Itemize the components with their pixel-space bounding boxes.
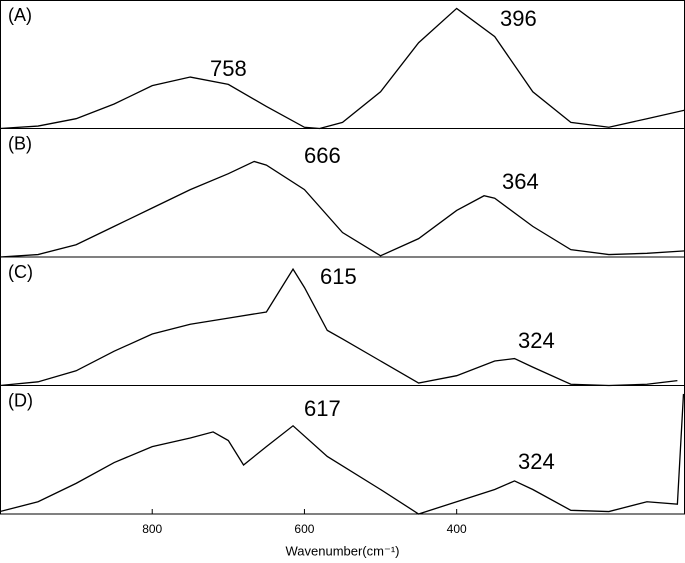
- spectrum-line: [0, 7, 685, 130]
- x-axis-label: Wavenumber(cm⁻¹): [285, 543, 399, 558]
- panel-label: (A): [8, 5, 32, 25]
- panel-label: (D): [8, 390, 33, 410]
- peak-label: 617: [304, 396, 341, 421]
- peak-label: 666: [304, 143, 341, 168]
- peak-label: 396: [500, 6, 537, 31]
- spectrum-line: [0, 393, 685, 515]
- peak-label: 758: [210, 56, 247, 81]
- spectrum-line: [0, 160, 685, 258]
- panel-label: (C): [8, 262, 33, 282]
- peak-label: 615: [320, 264, 357, 289]
- peak-label: 364: [502, 169, 539, 194]
- x-tick-label: 600: [294, 522, 314, 536]
- peak-label: 324: [518, 328, 555, 353]
- panel-label: (B): [8, 133, 32, 153]
- spectrum-line: [0, 267, 678, 387]
- x-tick-label: 800: [142, 522, 162, 536]
- x-tick-label: 400: [447, 522, 467, 536]
- peak-label: 324: [518, 449, 555, 474]
